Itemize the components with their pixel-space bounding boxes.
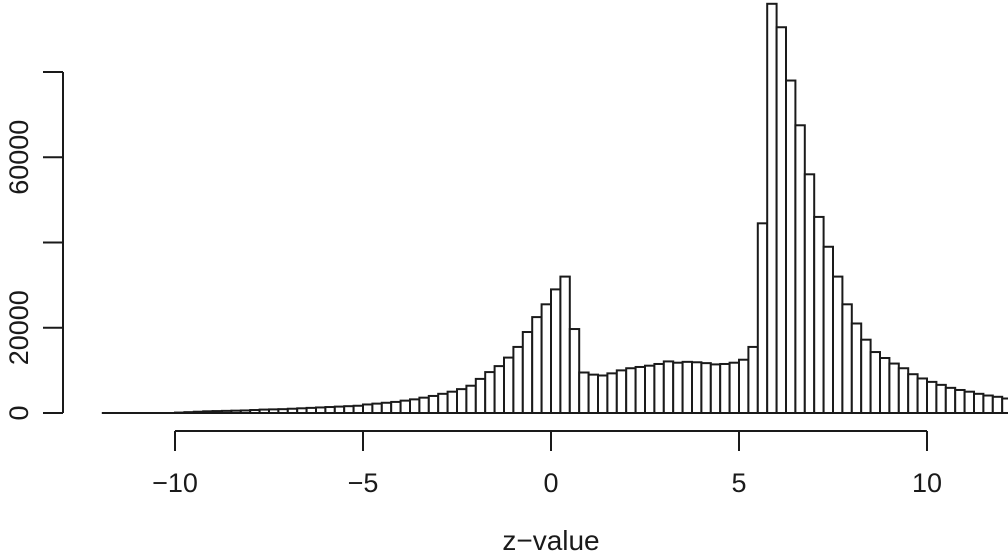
histogram-bar (578, 371, 590, 415)
histogram-bar (540, 303, 552, 414)
y-tick-label: 60000 (4, 120, 34, 195)
histogram-bar (550, 288, 562, 415)
histogram-bar (568, 328, 581, 414)
histogram-bar (465, 384, 477, 415)
histogram-bar (822, 245, 834, 414)
histogram-bar (352, 404, 365, 415)
histogram-bar (926, 380, 938, 415)
histogram-bars (174, 2, 1008, 415)
histogram-bar (907, 373, 919, 414)
histogram-bar (813, 215, 825, 414)
histogram-bar (409, 398, 421, 414)
histogram-bar (681, 360, 693, 415)
histogram-bar (832, 275, 844, 414)
histogram-bar (371, 402, 383, 414)
histogram-bar (766, 2, 778, 415)
histogram-bar (418, 396, 430, 414)
histogram-bar (672, 361, 684, 415)
histogram-bar (662, 360, 675, 414)
histogram-bar (728, 361, 740, 415)
y-axis: 0 20000 60000 (4, 71, 64, 421)
histogram-bar (982, 394, 994, 414)
histogram-bar (973, 392, 985, 415)
histogram-bar (916, 377, 928, 415)
histogram-bar (888, 362, 900, 414)
histogram-bar (493, 365, 506, 414)
histogram-bar (390, 400, 402, 415)
histogram-bar (963, 390, 975, 414)
histogram-bar (944, 386, 957, 415)
histogram-bar (850, 322, 863, 414)
histogram-bar (841, 303, 853, 414)
histogram-bar (399, 399, 412, 415)
histogram-bar (897, 367, 910, 414)
histogram-bar (484, 371, 496, 414)
histogram-bar (785, 79, 797, 415)
x-axis-title: z−value (502, 525, 599, 556)
histogram-bar (427, 394, 440, 415)
histogram-bar (709, 363, 722, 414)
histogram-bar (587, 373, 599, 415)
histogram-bar (991, 395, 1004, 414)
histogram-bar (512, 345, 524, 414)
histogram-bar (954, 388, 966, 415)
histogram-bar (935, 383, 947, 414)
histogram-bar (456, 388, 468, 415)
histogram-bar (719, 362, 731, 415)
histogram-bar (503, 356, 515, 414)
x-tick-label: 0 (543, 468, 558, 498)
histogram-bar (559, 275, 571, 414)
histogram-bar (794, 124, 806, 414)
histogram-bar (860, 338, 872, 414)
x-tick-label: −10 (152, 468, 198, 498)
x-axis: −10 −5 0 5 10 (152, 430, 942, 498)
histogram-bar (531, 316, 543, 414)
histogram-bar (1001, 397, 1008, 415)
x-tick-label: 5 (731, 468, 746, 498)
y-tick-label: 0 (4, 405, 34, 420)
histogram-bar (446, 390, 459, 414)
histogram-bar (474, 377, 487, 414)
histogram-bar (756, 222, 769, 414)
histogram-bar (343, 405, 355, 414)
histogram-bar (606, 372, 618, 415)
histogram-bar (380, 401, 393, 414)
y-tick-label: 20000 (4, 290, 34, 365)
histogram-bar (869, 351, 881, 415)
histogram-bar (747, 345, 759, 414)
histogram-bar (644, 364, 656, 414)
x-tick-label: 10 (912, 468, 942, 498)
histogram-bar (803, 173, 816, 414)
histogram-bar (879, 357, 891, 415)
histogram-bar (775, 26, 787, 415)
histogram-bar (625, 367, 637, 414)
histogram-bar (597, 374, 609, 414)
histogram-bar (653, 362, 665, 415)
histogram-bar (700, 362, 712, 415)
histogram-bar (437, 392, 449, 415)
histogram-bar (738, 358, 750, 414)
histogram-bar (362, 403, 374, 415)
x-tick-label: −5 (348, 468, 379, 498)
histogram-bar (634, 365, 646, 414)
histogram-bar (615, 369, 628, 414)
histogram-bar (691, 361, 703, 414)
histogram-bar (521, 331, 534, 415)
